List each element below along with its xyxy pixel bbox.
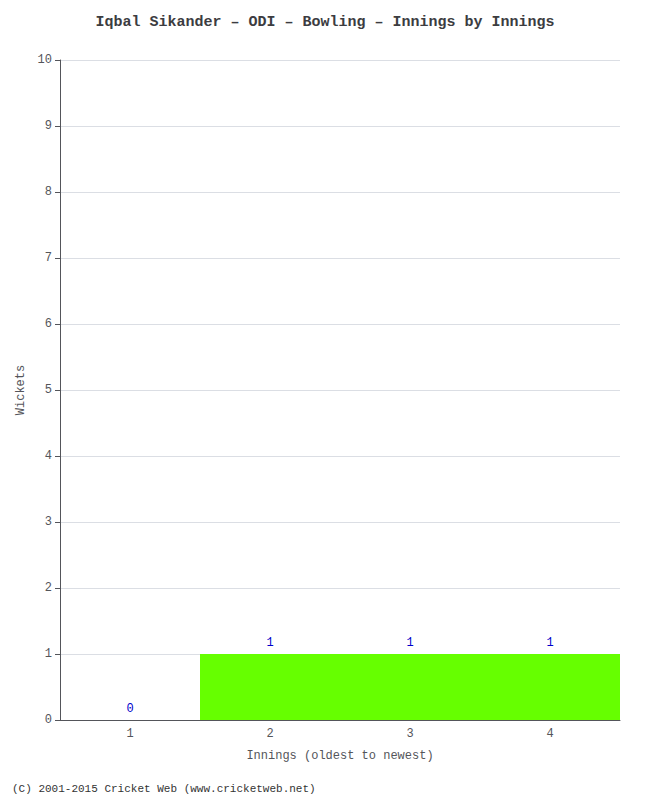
svg-text:1: 1: [546, 636, 553, 650]
svg-text:Iqbal Sikander – ODI – Bowling: Iqbal Sikander – ODI – Bowling – Innings…: [95, 14, 554, 31]
svg-text:Wickets: Wickets: [14, 365, 28, 415]
svg-text:4: 4: [45, 449, 52, 463]
svg-text:1: 1: [45, 647, 52, 661]
svg-text:0: 0: [45, 713, 52, 727]
svg-text:6: 6: [45, 317, 52, 331]
svg-text:3: 3: [45, 515, 52, 529]
svg-text:2: 2: [266, 727, 273, 741]
svg-text:4: 4: [546, 727, 553, 741]
svg-text:2: 2: [45, 581, 52, 595]
svg-text:7: 7: [45, 251, 52, 265]
svg-text:Innings (oldest to newest): Innings (oldest to newest): [246, 749, 433, 763]
svg-text:1: 1: [406, 636, 413, 650]
svg-text:(C) 2001-2015 Cricket Web (www: (C) 2001-2015 Cricket Web (www.cricketwe…: [12, 783, 316, 795]
svg-text:1: 1: [266, 636, 273, 650]
svg-text:3: 3: [406, 727, 413, 741]
svg-text:10: 10: [38, 53, 52, 67]
svg-text:0: 0: [126, 702, 133, 716]
svg-text:1: 1: [126, 727, 133, 741]
svg-text:5: 5: [45, 383, 52, 397]
svg-text:9: 9: [45, 119, 52, 133]
svg-text:8: 8: [45, 185, 52, 199]
